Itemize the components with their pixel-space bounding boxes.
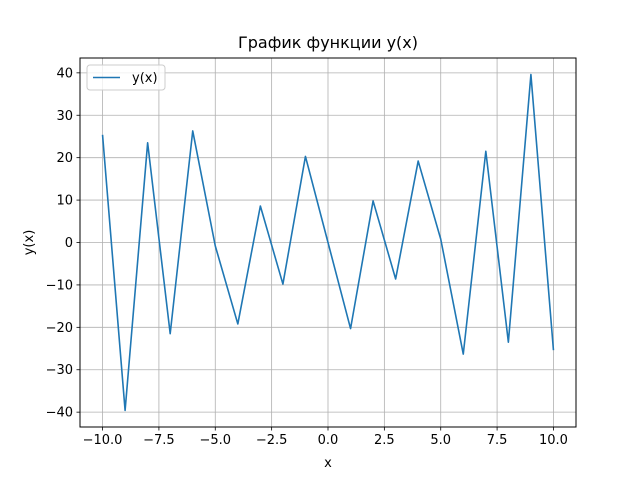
x-axis-label: x [324, 456, 332, 471]
y-tick-label: 0 [65, 236, 73, 251]
x-tick-label: 0.0 [318, 433, 339, 448]
y-tick-label: 20 [56, 151, 73, 166]
y-tick-label: −40 [46, 406, 73, 421]
chart-title: График функции y(x) [238, 33, 418, 52]
y-tick-label: 10 [56, 194, 73, 209]
x-tick-label: −2.5 [256, 433, 288, 448]
legend: y(x) [86, 64, 166, 91]
x-tick-label: 10.0 [539, 433, 568, 448]
legend-label: y(x) [132, 71, 158, 86]
y-tick-label: 30 [56, 109, 73, 124]
legend-box [86, 64, 166, 91]
x-tick-label: 5.0 [430, 433, 451, 448]
y-tick-label: −10 [46, 278, 73, 293]
x-tick-label: −10.0 [83, 433, 123, 448]
series-layer [101, 73, 555, 412]
ticks: −10.0 −7.5 −5.0 −2.5 0.0 2.5 5.0 7.5 10.0 −40 −30 −… [46, 66, 568, 448]
x-tick-label: 7.5 [487, 433, 508, 448]
x-tick-label: −5.0 [199, 433, 231, 448]
series-line [101, 73, 555, 412]
x-tick-label: 2.5 [374, 433, 395, 448]
y-tick-label: −20 [46, 321, 73, 336]
y-tick-label: 40 [56, 66, 73, 81]
y-axis-label: y(x) [22, 230, 37, 256]
y-tick-label: −30 [46, 363, 73, 378]
x-tick-label: −7.5 [143, 433, 175, 448]
